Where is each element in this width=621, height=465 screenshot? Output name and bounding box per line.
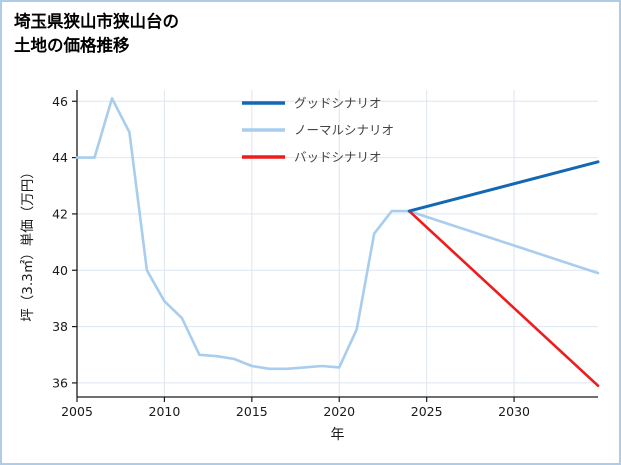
x-tick-label: 2005 xyxy=(61,404,93,419)
page-title-line2: 土地の価格推移 xyxy=(14,35,130,55)
page-title: 埼玉県狭山市狭山台の 土地の価格推移 xyxy=(14,10,179,58)
x-tick-label: 2025 xyxy=(411,404,443,419)
x-tick-label: 2030 xyxy=(498,404,530,419)
page-title-line1: 埼玉県狭山市狭山台の xyxy=(14,12,179,31)
x-tick-label: 2020 xyxy=(323,404,355,419)
y-tick-label: 36 xyxy=(52,375,68,390)
legend-label-normal: ノーマルシナリオ xyxy=(294,123,394,138)
legend-label-bad: バッドシナリオ xyxy=(294,150,382,165)
y-tick-label: 44 xyxy=(52,150,68,165)
x-tick-label: 2010 xyxy=(149,404,181,419)
series-line-bad xyxy=(407,209,600,388)
series-line-good xyxy=(407,160,600,213)
y-tick-label: 40 xyxy=(52,263,68,278)
y-tick-label: 38 xyxy=(52,319,68,334)
y-tick-label: 46 xyxy=(52,94,68,109)
x-axis-label: 年 xyxy=(331,427,345,443)
y-axis-label: 坪（3.3㎡）単価（万円） xyxy=(20,165,36,321)
x-tick-label: 2015 xyxy=(236,404,268,419)
legend-label-good: グッドシナリオ xyxy=(294,96,382,111)
series-line-normal xyxy=(75,97,600,371)
y-tick-label: 42 xyxy=(52,206,68,221)
